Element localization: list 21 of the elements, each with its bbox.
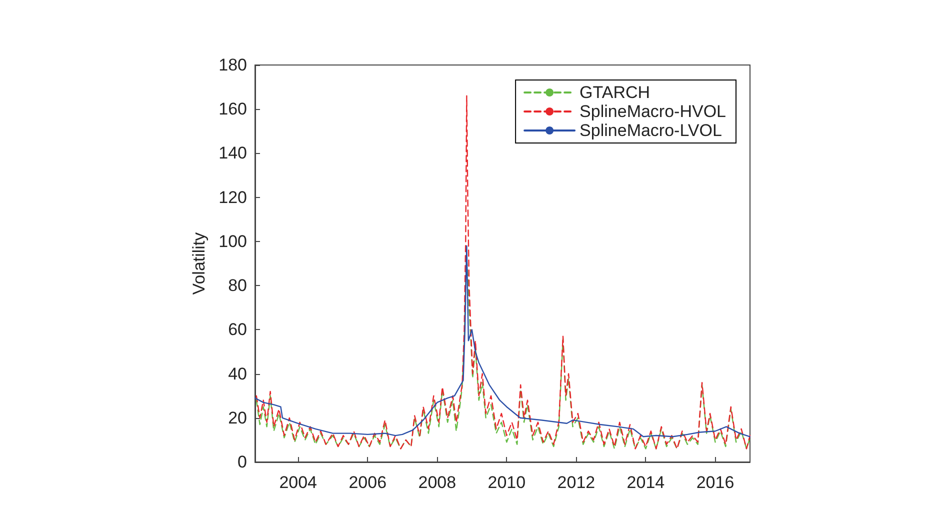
legend-label: SplineMacro-HVOL bbox=[580, 102, 726, 121]
y-tick-label: 140 bbox=[218, 144, 247, 163]
x-tick-label: 2006 bbox=[348, 473, 387, 492]
legend-label: GTARCH bbox=[580, 83, 650, 102]
y-tick-label: 100 bbox=[218, 232, 247, 251]
y-tick-label: 180 bbox=[218, 56, 247, 74]
x-tick-label: 2016 bbox=[696, 473, 734, 492]
x-tick-label: 2004 bbox=[279, 473, 318, 492]
x-tick-label: 2008 bbox=[418, 473, 456, 492]
y-tick-label: 80 bbox=[228, 276, 247, 296]
y-tick-label: 20 bbox=[228, 408, 247, 428]
y-tick-label: 120 bbox=[218, 188, 247, 207]
x-tick-label: 2014 bbox=[626, 473, 665, 492]
x-tick-label: 2010 bbox=[488, 473, 526, 492]
x-tick-label: 2012 bbox=[557, 473, 596, 492]
y-tick-label: 0 bbox=[238, 452, 247, 472]
y-tick-label: 160 bbox=[218, 100, 247, 119]
y-tick-label: 60 bbox=[228, 320, 247, 340]
legend-label: SplineMacro-LVOL bbox=[580, 121, 722, 140]
y-tick-label: 40 bbox=[228, 364, 247, 384]
y-axis-title: Volatility bbox=[190, 232, 209, 295]
